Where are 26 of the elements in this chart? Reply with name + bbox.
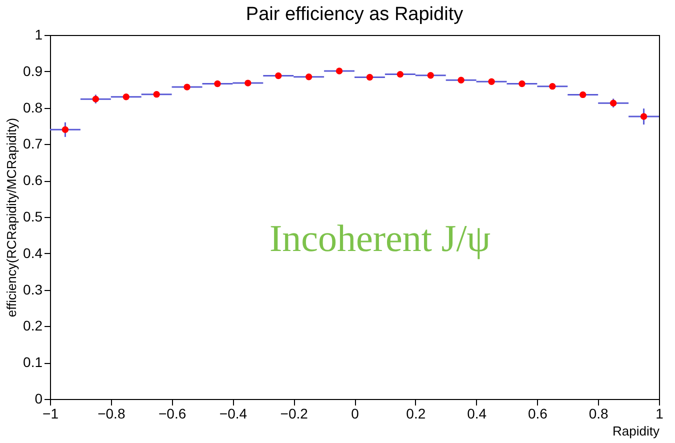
y-tick-label: 0.2 (23, 318, 43, 334)
x-tick-label: 0.2 (406, 406, 426, 422)
x-tick-label: 0 (351, 406, 360, 422)
x-axis-title: Rapidity (612, 424, 660, 438)
y-tick-label: 0.7 (23, 136, 43, 152)
chart-title: Pair efficiency as Rapidity (246, 4, 464, 25)
x-tick-label: −0.8 (98, 406, 126, 422)
y-tick-label: 0.6 (23, 172, 43, 188)
x-tick-label: −0.2 (280, 406, 308, 422)
y-tick-label: 0 (34, 390, 43, 406)
x-tick-label: −1 (42, 406, 59, 422)
y-tick-label: 0.4 (23, 244, 43, 261)
y-tick-label: 0.1 (23, 354, 43, 370)
y-tick-label: 0.8 (23, 99, 43, 116)
y-tick-label: 0.3 (23, 281, 43, 298)
x-tick-label: 1 (656, 406, 664, 422)
x-tick-label: 0.4 (467, 406, 487, 422)
x-tick-label: 0.6 (528, 406, 548, 422)
x-tick-label: 0.8 (588, 406, 609, 422)
x-tick-label: −0.4 (219, 406, 248, 422)
y-tick-label: 0.9 (23, 62, 43, 79)
annotation: Incoherent J/ψ (269, 218, 491, 260)
x-tick-label: −0.6 (158, 406, 186, 422)
y-tick-label: 0.5 (23, 208, 43, 224)
y-tick-label: 1 (34, 26, 43, 42)
y-axis-title: efficiency(RCRapidity/MCRapidity) (4, 118, 20, 318)
